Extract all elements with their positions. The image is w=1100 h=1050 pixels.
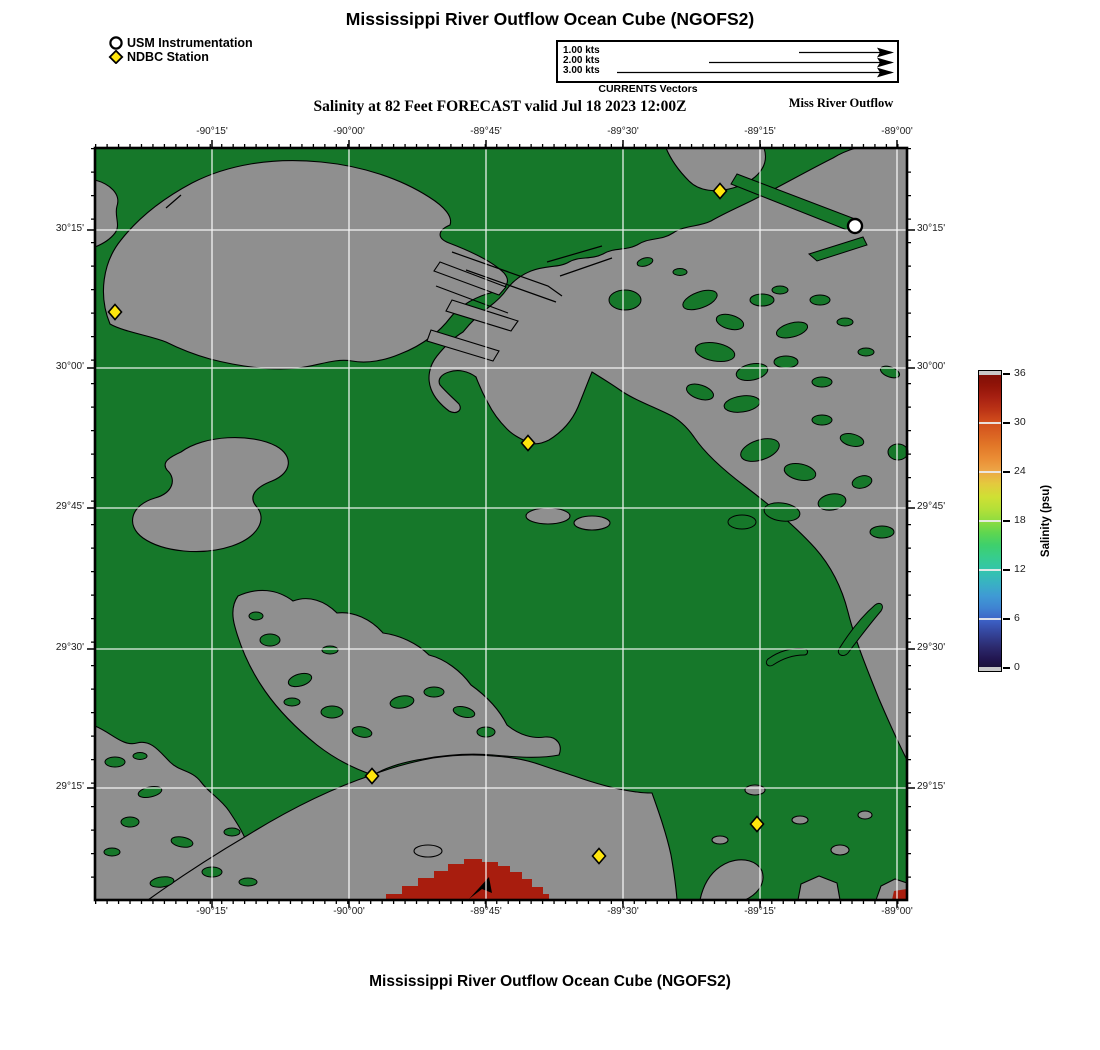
usm-instrumentation-marker: [846, 217, 864, 235]
ndbc-station-marker: [749, 815, 765, 833]
lat-tick-label: 29°15': [55, 781, 84, 792]
map-frame: [93, 146, 909, 902]
marsh-water-patches: [103, 173, 909, 888]
lon-tick-label: -90°15': [196, 906, 228, 917]
legend-label-usm: USM Instrumentation: [127, 36, 253, 50]
lon-tick-label: -90°00': [333, 126, 365, 137]
legend-item-usm: USM Instrumentation: [108, 36, 253, 50]
colorbar-tick-label: 0: [1014, 661, 1020, 673]
currents-vector-scale-box: 1.00 kts 2.00 kts 3.00 kts: [556, 40, 899, 83]
lat-tick-label: 29°30': [55, 642, 84, 653]
legend-label-ndbc: NDBC Station: [127, 50, 209, 64]
circle-marker-icon: [109, 36, 123, 50]
lon-tick-label: -89°45': [470, 126, 502, 137]
gulf-arc-mask: [146, 754, 678, 901]
colorbar-tick-label: 6: [1014, 612, 1020, 624]
vector-scale-2kt-label: 2.00 kts: [563, 55, 600, 66]
region-label: Miss River Outflow: [788, 96, 894, 110]
lat-tick-label: 30°00': [55, 361, 84, 372]
ndbc-station-marker: [520, 434, 536, 452]
colorbar-cap-bottom: [979, 667, 1001, 671]
lat-tick-label: 29°45': [917, 501, 946, 512]
ndbc-station-markers: [107, 182, 765, 865]
colorbar-tick-label: 30: [1014, 416, 1026, 428]
two-lobe-island: [132, 437, 289, 553]
forecast-subtitle: Salinity at 82 Feet FORECAST valid Jul 1…: [313, 98, 687, 115]
vector-scale-arrows: [617, 47, 894, 78]
lon-tick-label: -90°15': [196, 126, 228, 137]
colorbar-tick-label: 24: [1014, 465, 1026, 477]
colorbar-title: Salinity (psu): [1040, 484, 1052, 558]
colorbar-tick-label: 18: [1014, 514, 1026, 526]
graticule: [95, 148, 907, 900]
lat-tick-label: 29°45': [55, 501, 84, 512]
arrowhead-1kt-icon: [877, 47, 894, 58]
lat-tick-label: 30°15': [917, 223, 946, 234]
chandeleur-island: [837, 602, 883, 657]
lat-tick-label: 30°00': [917, 361, 946, 372]
ndbc-station-marker: [364, 767, 380, 785]
lat-tick-label: 30°15': [55, 223, 84, 234]
colorbar-tick-label: 12: [1014, 563, 1026, 575]
diamond-marker-icon: [108, 50, 124, 64]
axis-ticks: [87, 140, 915, 908]
high-salinity-plume: [386, 859, 907, 900]
marker-legend: USM Instrumentation NDBC Station: [108, 36, 253, 64]
vector-scale-1kt-label: 1.00 kts: [563, 45, 600, 56]
lat-tick-label: 29°15': [917, 781, 946, 792]
lon-tick-label: -89°00': [881, 126, 913, 137]
arrowhead-3kt-icon: [877, 67, 894, 78]
lon-tick-label: -89°15': [744, 126, 776, 137]
vector-scale-3kt-label: 3.00 kts: [563, 65, 600, 76]
arrowhead-2kt-icon: [877, 57, 894, 68]
lon-tick-label: -89°00': [881, 906, 913, 917]
east-mainland: [428, 147, 908, 761]
lon-tick-label: -89°15': [744, 906, 776, 917]
page-title: Mississippi River Outflow Ocean Cube (NG…: [345, 9, 755, 29]
lon-tick-label: -89°45': [470, 906, 502, 917]
lon-tick-label: -89°30': [607, 126, 639, 137]
lon-tick-label: -90°00': [333, 906, 365, 917]
lon-tick-label: -89°30': [607, 906, 639, 917]
ndbc-station-marker: [712, 182, 728, 200]
ndbc-station-marker: [107, 303, 123, 321]
legend-item-ndbc: NDBC Station: [108, 50, 253, 64]
currents-vectors-caption: CURRENTS Vectors: [598, 83, 698, 95]
ndbc-station-marker: [591, 847, 607, 865]
colorbar-cap-top: [979, 371, 1001, 375]
channel-lines: [165, 194, 613, 314]
salinity-colorbar: [978, 370, 1002, 672]
lat-tick-label: 29°30': [917, 642, 946, 653]
footer-title: Mississippi River Outflow Ocean Cube (NG…: [369, 973, 731, 990]
colorbar-tick-label: 36: [1014, 367, 1026, 379]
